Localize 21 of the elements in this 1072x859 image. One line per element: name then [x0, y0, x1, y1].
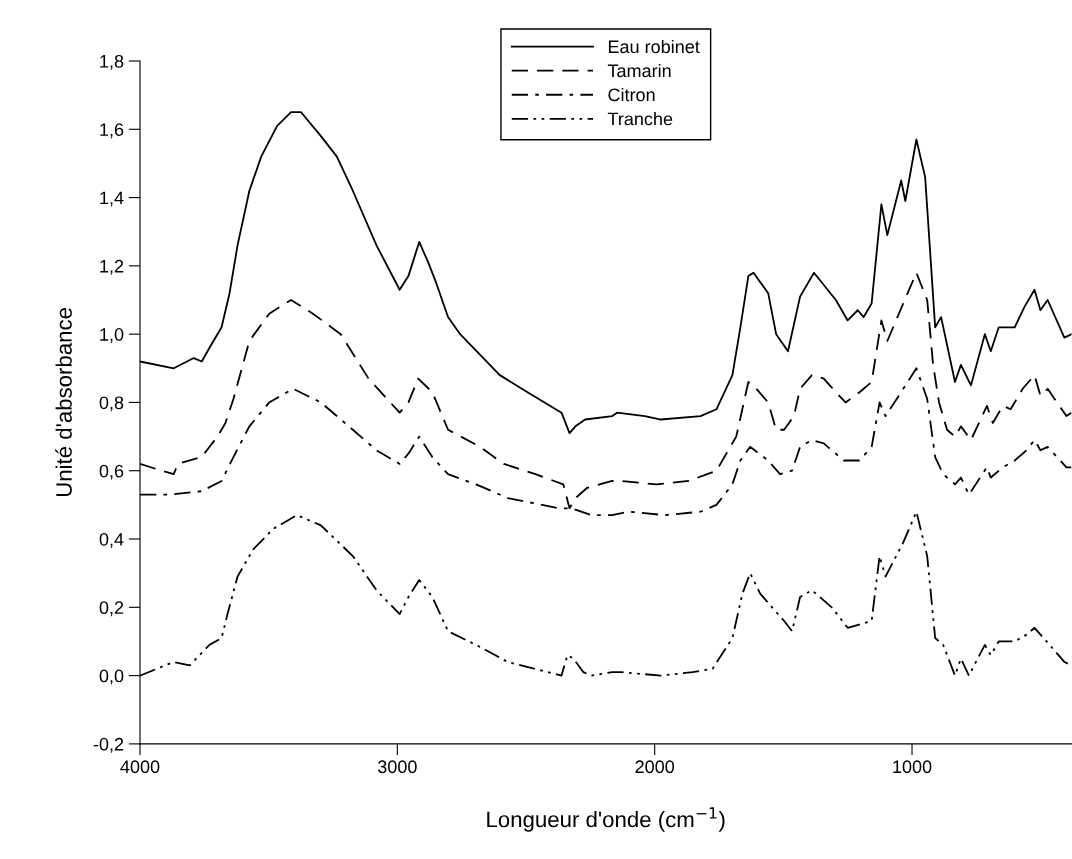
x-tick-label: 1000 — [893, 760, 932, 774]
y-tick-label: 0,4 — [99, 532, 124, 548]
y-tick-label: 0,2 — [99, 601, 124, 617]
legend-label: Tranche — [607, 112, 673, 126]
x-axis-title: Longueur d'onde (cm$^{−1}$) — [487, 807, 725, 832]
y-tick-label: 1,6 — [100, 123, 124, 139]
y-tick-label: 0,6 — [99, 464, 124, 480]
y-tick-label: 0,8 — [99, 396, 124, 412]
y-tick-label: 1,0 — [100, 328, 124, 343]
y-tick-label: 0,0 — [99, 669, 124, 685]
legend-label: Citron — [608, 87, 655, 102]
legend-label: Eau robinet — [608, 39, 700, 54]
legend-label: Tamarin — [607, 63, 671, 78]
y-axis-title: Unité d'absorbance — [55, 308, 72, 497]
y-tick-label: 1,8 — [100, 54, 124, 70]
x-tick-label: 4000 — [120, 760, 160, 774]
y-tick-label: -0,2 — [93, 737, 124, 753]
x-tick-label: 2000 — [635, 760, 675, 774]
y-tick-label: 1,2 — [100, 259, 124, 275]
y-tick-label: 1,4 — [100, 191, 124, 207]
x-tick-label: 3000 — [377, 760, 417, 774]
